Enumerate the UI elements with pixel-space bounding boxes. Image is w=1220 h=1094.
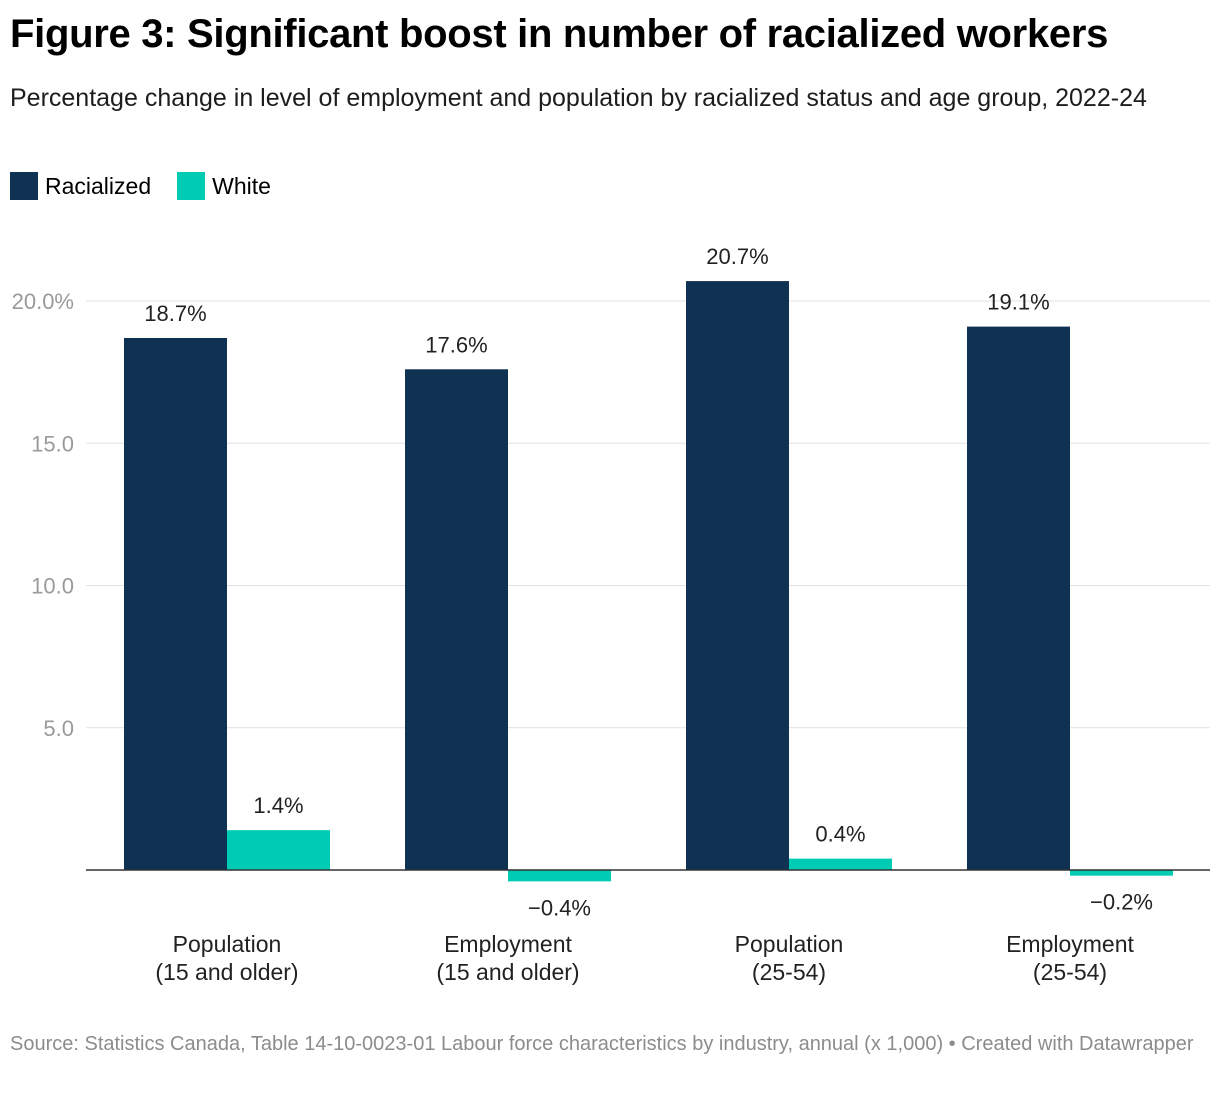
legend-swatch-white: [177, 172, 206, 200]
x-category-label: Population: [735, 931, 844, 957]
chart-subtitle: Percentage change in level of employment…: [10, 84, 1147, 112]
x-category-label: (25-54): [1033, 959, 1107, 985]
legend-label-racialized: Racialized: [45, 172, 152, 199]
bar-racialized: [405, 369, 508, 870]
x-category-label: Employment: [1006, 931, 1134, 957]
x-category-label: (15 and older): [436, 959, 579, 985]
legend-item-white: White: [177, 172, 271, 200]
source-note: Source: Statistics Canada, Table 14-10-0…: [10, 1033, 1194, 1055]
data-label: 18.7%: [144, 301, 206, 326]
x-category-label: Population: [173, 931, 282, 957]
x-category-label: Employment: [444, 931, 572, 957]
legend-label-white: White: [212, 172, 271, 199]
bar-white: [789, 858, 892, 870]
y-tick-label: 5.0: [43, 716, 74, 741]
bar-white: [508, 870, 611, 882]
legend-item-racialized: Racialized: [10, 172, 151, 200]
data-label: −0.2%: [1090, 890, 1153, 915]
y-tick-label: 10.0: [31, 574, 74, 599]
legend-swatch-racialized: [10, 172, 38, 200]
y-tick-label: 15.0: [31, 431, 74, 456]
x-category-label: (25-54): [752, 959, 826, 985]
bar-racialized: [967, 326, 1070, 871]
data-label: 1.4%: [253, 793, 303, 818]
bar-racialized: [124, 337, 227, 870]
data-label: 0.4%: [815, 822, 865, 847]
data-label: 19.1%: [987, 290, 1049, 315]
legend: Racialized White: [10, 172, 297, 200]
bar-white: [227, 830, 330, 870]
chart-title: Figure 3: Significant boost in number of…: [10, 12, 1109, 56]
data-label: −0.4%: [528, 895, 591, 920]
bar-racialized: [686, 281, 789, 871]
data-label: 17.6%: [425, 332, 487, 357]
bar-white: [1070, 870, 1173, 876]
y-tick-label: 20.0%: [12, 289, 74, 314]
x-category-label: (15 and older): [155, 959, 298, 985]
data-label: 20.7%: [706, 244, 768, 269]
